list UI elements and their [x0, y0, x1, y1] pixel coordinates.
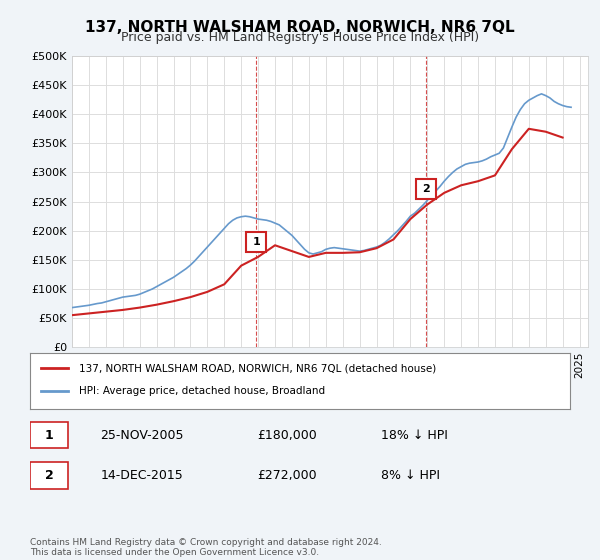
Text: 2: 2: [44, 469, 53, 482]
Text: 137, NORTH WALSHAM ROAD, NORWICH, NR6 7QL: 137, NORTH WALSHAM ROAD, NORWICH, NR6 7Q…: [85, 20, 515, 35]
Text: £272,000: £272,000: [257, 469, 316, 482]
Text: Price paid vs. HM Land Registry's House Price Index (HPI): Price paid vs. HM Land Registry's House …: [121, 31, 479, 44]
Text: 25-NOV-2005: 25-NOV-2005: [100, 428, 184, 441]
Text: 18% ↓ HPI: 18% ↓ HPI: [381, 428, 448, 441]
FancyBboxPatch shape: [30, 462, 68, 489]
Text: 137, NORTH WALSHAM ROAD, NORWICH, NR6 7QL (detached house): 137, NORTH WALSHAM ROAD, NORWICH, NR6 7Q…: [79, 363, 436, 374]
Text: 1: 1: [44, 428, 53, 441]
Text: 14-DEC-2015: 14-DEC-2015: [100, 469, 183, 482]
Text: 2: 2: [422, 184, 430, 194]
Text: 1: 1: [253, 237, 260, 248]
Text: £180,000: £180,000: [257, 428, 317, 441]
FancyBboxPatch shape: [30, 422, 68, 449]
Text: 8% ↓ HPI: 8% ↓ HPI: [381, 469, 440, 482]
Text: Contains HM Land Registry data © Crown copyright and database right 2024.
This d: Contains HM Land Registry data © Crown c…: [30, 538, 382, 557]
Text: HPI: Average price, detached house, Broadland: HPI: Average price, detached house, Broa…: [79, 386, 325, 396]
